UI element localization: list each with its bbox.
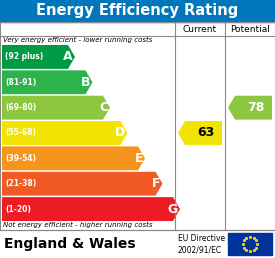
Text: EU Directive
2002/91/EC: EU Directive 2002/91/EC	[178, 233, 225, 254]
Polygon shape	[2, 70, 92, 94]
Text: England & Wales: England & Wales	[4, 237, 136, 251]
Bar	[228, 233, 272, 255]
Text: A: A	[63, 50, 73, 63]
Text: 63: 63	[197, 126, 214, 140]
Text: G: G	[168, 203, 178, 216]
Text: (21-38): (21-38)	[5, 179, 36, 188]
Text: Energy Efficiency Rating: Energy Efficiency Rating	[36, 4, 239, 19]
Polygon shape	[2, 197, 180, 221]
Bar	[0, 22, 275, 230]
Text: (39-54): (39-54)	[5, 154, 36, 163]
Text: 78: 78	[247, 101, 264, 114]
Polygon shape	[2, 172, 163, 196]
Polygon shape	[2, 96, 110, 119]
Polygon shape	[178, 121, 222, 145]
Polygon shape	[2, 147, 145, 170]
Bar	[0, 0, 275, 22]
Polygon shape	[228, 96, 272, 119]
Text: (81-91): (81-91)	[5, 78, 36, 87]
Text: B: B	[81, 76, 90, 89]
Text: C: C	[99, 101, 108, 114]
Text: F: F	[152, 177, 161, 190]
Text: Current: Current	[183, 25, 217, 34]
Text: E: E	[134, 152, 143, 165]
Polygon shape	[2, 45, 75, 69]
Polygon shape	[2, 121, 128, 145]
Text: (55-68): (55-68)	[5, 128, 36, 138]
Text: Potential: Potential	[230, 25, 270, 34]
Text: Very energy efficient - lower running costs: Very energy efficient - lower running co…	[3, 37, 152, 43]
Text: D: D	[115, 126, 125, 140]
Text: (69-80): (69-80)	[5, 103, 36, 112]
Text: (1-20): (1-20)	[5, 205, 31, 214]
Text: Not energy efficient - higher running costs: Not energy efficient - higher running co…	[3, 222, 153, 228]
Text: (92 plus): (92 plus)	[5, 52, 43, 61]
